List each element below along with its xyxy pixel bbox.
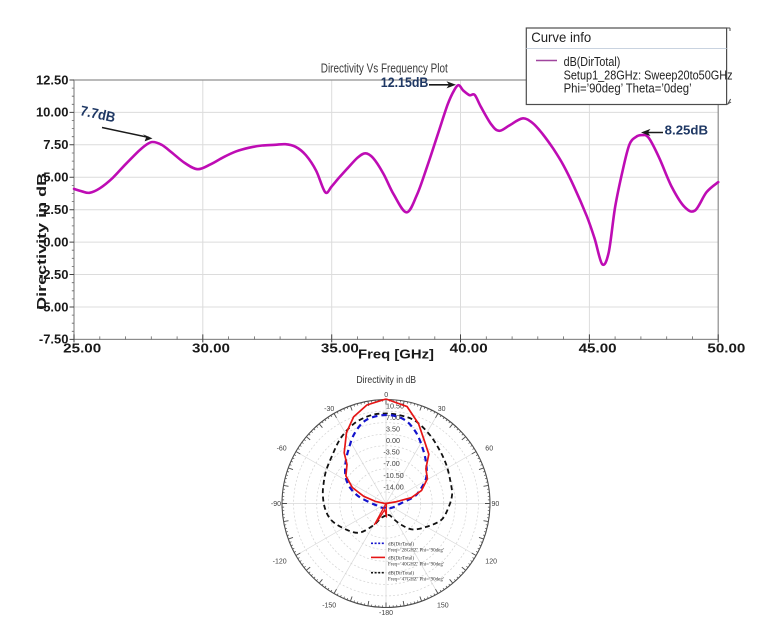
svg-text:30.00: 30.00 [192,341,230,356]
svg-text:2.50: 2.50 [43,202,68,217]
svg-text:-180: -180 [379,610,393,617]
svg-text:3.50: 3.50 [386,425,400,434]
svg-text:60: 60 [485,446,493,453]
svg-text:0: 0 [384,392,388,399]
svg-text:-7.50: -7.50 [39,332,69,347]
svg-text:Freq=’28GHZ’ Phi=’90deg’: Freq=’28GHZ’ Phi=’90deg’ [388,548,445,553]
svg-text:8.25dB: 8.25dB [665,123,708,138]
svg-text:-5.00: -5.00 [39,299,69,314]
svg-text:-30: -30 [324,406,334,413]
svg-text:40.00: 40.00 [450,341,488,356]
svg-text:10.50: 10.50 [386,402,404,411]
svg-text:Setup1_28GHz: Sweep20to50GHz: Setup1_28GHz: Sweep20to50GHz [564,67,733,82]
svg-text:7.00: 7.00 [386,413,400,422]
svg-text:dB(DirTotal): dB(DirTotal) [564,54,621,69]
svg-text:30: 30 [438,406,446,413]
svg-text:Directivity in dB: Directivity in dB [35,173,49,310]
svg-text:-60: -60 [277,446,287,453]
svg-text:-10.50: -10.50 [383,471,403,480]
svg-text:-120: -120 [273,559,287,566]
svg-text:50.00: 50.00 [707,341,745,356]
svg-text:Directivity in dB: Directivity in dB [356,374,416,386]
svg-text:-7.00: -7.00 [383,459,399,468]
svg-text:150: 150 [437,603,449,610]
svg-text:5.00: 5.00 [43,170,68,185]
svg-text:Freq [GHz]: Freq [GHz] [358,347,434,362]
svg-text:dB(DirTotal): dB(DirTotal) [388,542,414,547]
svg-text:10.00: 10.00 [36,105,69,120]
svg-text:12.50: 12.50 [36,72,69,87]
svg-text:12.15dB: 12.15dB [381,75,429,90]
svg-text:90: 90 [492,501,500,508]
svg-text:Curve info: Curve info [531,29,591,45]
svg-text:Freq=’40GHZ’ Phi=’90deg’: Freq=’40GHZ’ Phi=’90deg’ [388,562,445,567]
svg-text:120: 120 [485,559,497,566]
svg-text:-14.00: -14.00 [383,482,403,491]
svg-text:Freq=’47GHZ’ Phi=’90deg’: Freq=’47GHZ’ Phi=’90deg’ [388,578,445,583]
svg-text:45.00: 45.00 [579,341,617,356]
svg-text:7.50: 7.50 [43,137,68,152]
svg-text:dB(DirTotal): dB(DirTotal) [388,572,414,577]
svg-text:Phi=’90deg’ Theta=’0deg’: Phi=’90deg’ Theta=’0deg’ [564,81,692,96]
svg-text:0.00: 0.00 [43,234,68,249]
svg-text:0.00: 0.00 [386,436,400,445]
svg-text:25.00: 25.00 [63,341,101,356]
svg-text:dB(DirTotal): dB(DirTotal) [388,556,414,561]
svg-text:-90: -90 [271,501,281,508]
svg-text:-2.50: -2.50 [39,267,69,282]
svg-text:7.7dB: 7.7dB [79,103,117,126]
svg-text:Directivity Vs Frequency Plot: Directivity Vs Frequency Plot [321,61,448,76]
svg-text:-3.50: -3.50 [383,448,399,457]
svg-text:35.00: 35.00 [321,341,359,356]
svg-text:-150: -150 [322,603,336,610]
